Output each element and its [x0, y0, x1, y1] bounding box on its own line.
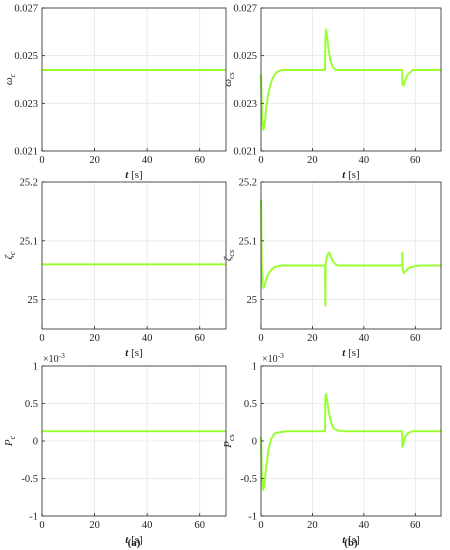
x-tick-label: 20	[307, 155, 318, 166]
plot-area	[42, 182, 226, 329]
y-tick-label: 25	[247, 295, 258, 306]
y-axis-label: ωc	[3, 73, 17, 85]
x-tick-label: 60	[410, 333, 421, 344]
x-tick-label: 0	[39, 155, 44, 166]
y-tick-label: 25	[28, 295, 39, 306]
panel-label-a: (a)	[128, 537, 141, 549]
series-line	[260, 392, 441, 491]
y-tick-label: -0.5	[21, 474, 38, 485]
y-tick-label: 0	[252, 437, 257, 448]
x-axis-label: t [s]	[125, 169, 142, 181]
y-tick-label: 0.027	[14, 4, 38, 15]
x-tick-label: 0	[39, 333, 44, 344]
x-tick-label: 0	[39, 520, 44, 531]
x-tick-label: 60	[410, 520, 421, 531]
y-tick-label: -1	[248, 512, 257, 523]
plot-area	[261, 8, 441, 151]
panel-label-b: (b)	[344, 537, 358, 549]
y-tick-label: 0.025	[233, 51, 257, 62]
y-tick-label: 0.5	[25, 399, 38, 410]
x-axis-label: t [s]	[342, 347, 359, 359]
y-tick-label: 25.2	[239, 178, 257, 189]
y-tick-label: 0	[33, 437, 38, 448]
x-tick-label: 40	[142, 520, 153, 531]
chart-panel-omega_cs: 0 20 40 60 0.021 0.023 0.025 0.027 t [s] ωcs	[222, 4, 442, 181]
x-tick-label: 20	[307, 520, 318, 531]
x-axis-label: t [s]	[125, 347, 142, 359]
x-tick-label: 40	[359, 155, 370, 166]
x-tick-label: 0	[258, 333, 263, 344]
axes-box	[260, 181, 442, 330]
x-axis-label: t [s]	[342, 534, 359, 546]
x-tick-label: 40	[359, 520, 370, 531]
y-axis-label: ζcs	[222, 250, 236, 261]
x-tick-label: 60	[194, 333, 205, 344]
x-tick-label: 0	[258, 155, 263, 166]
x-axis-label: t [s]	[342, 169, 359, 181]
y-tick-label: 1	[252, 362, 257, 373]
x-tick-label: 40	[142, 333, 153, 344]
plot-area	[42, 8, 226, 151]
chart-panel-omega_c: 0 20 40 60 0.021 0.023 0.025 0.027 t [s] ωc	[3, 4, 227, 181]
y-axis-label: Pcs	[222, 434, 236, 448]
series-line	[260, 28, 441, 131]
x-tick-label: 20	[89, 155, 100, 166]
y-tick-label: 25.2	[20, 178, 38, 189]
axis-multiplier: ×10-3	[262, 351, 284, 365]
x-tick-label: 0	[258, 520, 263, 531]
chart-panel-p_c: 0 20 40 60 -1 -0.5 0 0.5 1 t [s] Pc ×10-3	[3, 351, 227, 546]
y-tick-label: 0.5	[244, 399, 257, 410]
x-tick-label: 20	[89, 520, 100, 531]
series-line	[260, 199, 441, 307]
axes-box	[41, 181, 227, 330]
x-tick-label: 60	[410, 155, 421, 166]
y-tick-label: 0.023	[233, 99, 257, 110]
y-tick-label: 0.021	[233, 147, 257, 158]
x-tick-label: 20	[307, 333, 318, 344]
x-tick-label: 20	[89, 333, 100, 344]
y-tick-label: 0.027	[233, 4, 257, 15]
x-tick-label: 40	[359, 333, 370, 344]
y-axis-label: Pc	[3, 435, 17, 447]
axis-multiplier: ×10-3	[43, 351, 65, 365]
y-axis-label: ωcs	[222, 72, 236, 86]
y-tick-label: 25.1	[239, 236, 257, 247]
axes-box	[41, 7, 227, 152]
y-tick-label: 0.025	[14, 51, 38, 62]
x-tick-label: 40	[142, 155, 153, 166]
y-tick-label: 0.023	[14, 99, 38, 110]
axes-box	[260, 7, 442, 152]
x-tick-label: 60	[194, 155, 205, 166]
y-tick-label: 1	[33, 362, 38, 373]
x-tick-label: 60	[194, 520, 205, 531]
y-tick-label: 0.021	[14, 147, 38, 158]
y-tick-label: -1	[29, 512, 38, 523]
plot-area	[261, 182, 441, 329]
y-tick-label: -0.5	[240, 474, 257, 485]
chart-panel-zeta_c: 0 20 40 60 25 25.1 25.2 t [s] ζc	[3, 178, 227, 359]
y-tick-label: 25.1	[20, 236, 38, 247]
chart-panel-zeta_cs: 0 20 40 60 25 25.1 25.2 t [s] ζcs	[222, 178, 442, 359]
chart-panel-p_cs: 0 20 40 60 -1 -0.5 0 0.5 1 t [s] Pcs ×10-3	[222, 351, 442, 546]
y-axis-label: ζc	[3, 251, 17, 259]
x-axis-label: t [s]	[125, 534, 142, 546]
